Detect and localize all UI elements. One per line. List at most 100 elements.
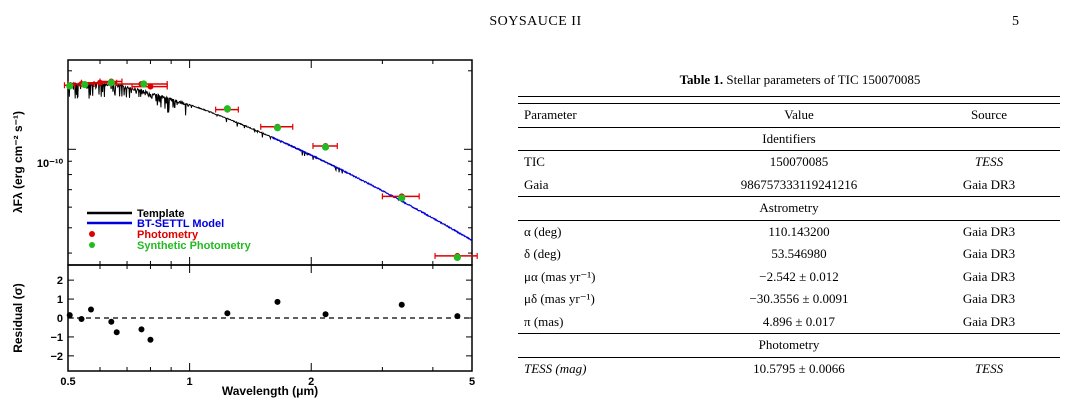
xtick-2: 2 — [308, 376, 314, 388]
legend-label-template: Template — [137, 208, 184, 220]
photometry-marker — [147, 83, 154, 90]
synthetic-point-5 — [273, 124, 282, 132]
value-cell: 110.143200 — [768, 223, 830, 239]
legend-label-model: BT-SETTL Model — [137, 218, 224, 230]
value-cell: −2.542 ± 0.012 — [759, 268, 839, 284]
res-ytick-1: 1 — [57, 294, 63, 306]
legend-label-synthetic: Synthetic Photometry — [137, 240, 252, 252]
param-cell: α (deg) — [524, 223, 562, 239]
bt-settl-model-line — [271, 136, 473, 242]
value-cell: −30.3556 ± 0.0091 — [749, 291, 849, 307]
residual-ylabel: Residual (σ) — [11, 283, 25, 353]
value-cell: 150070085 — [769, 154, 829, 170]
synthetic-point-6 — [321, 143, 330, 151]
synthetic-point-1 — [81, 81, 89, 89]
photometry-point-5 — [131, 83, 168, 90]
value-cell: 53.546980 — [771, 246, 827, 262]
table-row: α (deg) 110.143200 Gaia DR3 — [518, 220, 1060, 243]
param-cell: μα (mas yr⁻¹) — [524, 268, 596, 284]
residual-point-5 — [138, 326, 145, 333]
synthetic-point-3 — [140, 80, 148, 88]
table-label: Table 1. — [679, 72, 724, 87]
table-row: μα (mas yr⁻¹) −2.542 ± 0.012 Gaia DR3 — [518, 266, 1060, 289]
page-number: 5 — [1012, 14, 1019, 29]
source-cell: TESS — [974, 154, 1004, 170]
col-header-value: Value — [680, 103, 918, 128]
template-spectrum-line — [67, 81, 344, 174]
section-row-astrometry: Astrometry — [518, 196, 1060, 221]
legend-swatch-photometry — [89, 231, 95, 237]
residual-point-10 — [398, 301, 405, 308]
synthetic-photometry-points — [66, 79, 461, 261]
xtick-5: 5 — [469, 376, 475, 388]
residual-points — [66, 298, 461, 343]
synthetic-point-0 — [66, 82, 74, 90]
table-row: Gaia 986757333119241216 Gaia DR3 — [518, 174, 1060, 197]
synthetic-point-7 — [398, 194, 406, 202]
ytick-label-1e-10: 10⁻¹⁰ — [37, 158, 64, 170]
residual-ticks — [67, 265, 473, 371]
residual-point-9 — [322, 311, 329, 318]
legend-label-photometry: Photometry — [137, 229, 199, 241]
xtick-0.5: 0.5 — [60, 376, 75, 388]
x-axis-label: Wavelength (μm) — [222, 384, 318, 398]
residual-point-11 — [454, 313, 461, 320]
residual-point-8 — [274, 298, 281, 305]
table-row: TESS (mag) 10.5795 ± 0.0066 TESS — [518, 357, 1060, 380]
residual-point-0 — [66, 312, 73, 319]
param-cell: TIC — [524, 154, 545, 170]
source-cell: Gaia DR3 — [962, 176, 1016, 192]
table-row: TIC 150070085 TESS — [518, 151, 1060, 174]
sed-ticks — [67, 60, 473, 265]
residual-point-3 — [108, 318, 115, 325]
table-top-rule — [518, 96, 1060, 104]
residual-panel: 2 1 0 −1 −2 0.5 1 2 5 Residual (σ) Wavel… — [11, 264, 475, 398]
running-head: SOYSAUCE II — [489, 14, 582, 29]
table-row: δ (deg) 53.546980 Gaia DR3 — [518, 243, 1060, 266]
synthetic-point-4 — [223, 105, 231, 113]
sed-ylabel: λFλ (erg cm⁻² s⁻¹) — [11, 111, 25, 213]
xtick-1: 1 — [187, 376, 193, 388]
residual-point-4 — [113, 329, 120, 336]
source-cell: TESS — [974, 360, 1004, 376]
value-cell: 4.896 ± 0.017 — [762, 313, 836, 329]
residual-ytick-labels: 2 1 0 −1 −2 — [50, 275, 63, 363]
table-row: π (mas) 4.896 ± 0.017 Gaia DR3 — [518, 311, 1060, 334]
source-cell: Gaia DR3 — [962, 246, 1016, 262]
table-header-row: Parameter Value Source — [518, 103, 1060, 128]
section-title: Photometry — [518, 333, 1060, 358]
xtick-labels: 0.5 1 2 5 — [60, 376, 475, 388]
residual-point-2 — [87, 306, 94, 313]
source-cell: Gaia DR3 — [962, 291, 1016, 307]
col-header-source: Source — [918, 103, 1060, 128]
sed-panel: 10⁻¹⁰ λFλ (erg cm⁻² s⁻¹) Template BT-SET… — [11, 59, 478, 266]
section-title: Astrometry — [518, 196, 1060, 221]
source-cell: Gaia DR3 — [962, 313, 1016, 329]
section-row-photometry: Photometry — [518, 333, 1060, 358]
synthetic-point-8 — [453, 253, 461, 261]
section-title: Identifiers — [518, 126, 1060, 151]
res-ytick-2: 2 — [57, 275, 63, 287]
legend: Template BT-SETTL Model Photometry Synth… — [87, 208, 252, 252]
table-caption-text: Stellar parameters of TIC 150070085 — [726, 72, 921, 87]
res-ytick-m1: −1 — [50, 332, 63, 344]
col-header-parameter: Parameter — [518, 103, 680, 128]
legend-swatch-synthetic — [89, 242, 95, 248]
stellar-parameters-table: Parameter Value Source Identifiers TIC 1… — [518, 96, 1060, 380]
res-ytick-m2: −2 — [50, 351, 63, 363]
sed-figure: 10⁻¹⁰ λFλ (erg cm⁻² s⁻¹) Template BT-SET… — [11, 59, 478, 398]
section-row-identifiers: Identifiers — [518, 126, 1060, 151]
residual-point-1 — [78, 315, 85, 322]
synthetic-point-2 — [107, 79, 115, 87]
param-cell: δ (deg) — [524, 246, 561, 262]
res-ytick-0: 0 — [57, 313, 63, 325]
param-cell: π (mas) — [524, 313, 564, 329]
table-caption: Table 1. Stellar parameters of TIC 15007… — [540, 72, 1060, 88]
residual-point-7 — [224, 310, 231, 317]
param-cell: μδ (mas yr⁻¹) — [524, 291, 595, 307]
param-cell: TESS (mag) — [524, 360, 587, 376]
table-row: μδ (mas yr⁻¹) −30.3556 ± 0.0091 Gaia DR3 — [518, 288, 1060, 311]
sed-frame — [67, 59, 473, 266]
value-cell: 986757333119241216 — [740, 176, 858, 192]
residual-point-6 — [147, 336, 154, 343]
